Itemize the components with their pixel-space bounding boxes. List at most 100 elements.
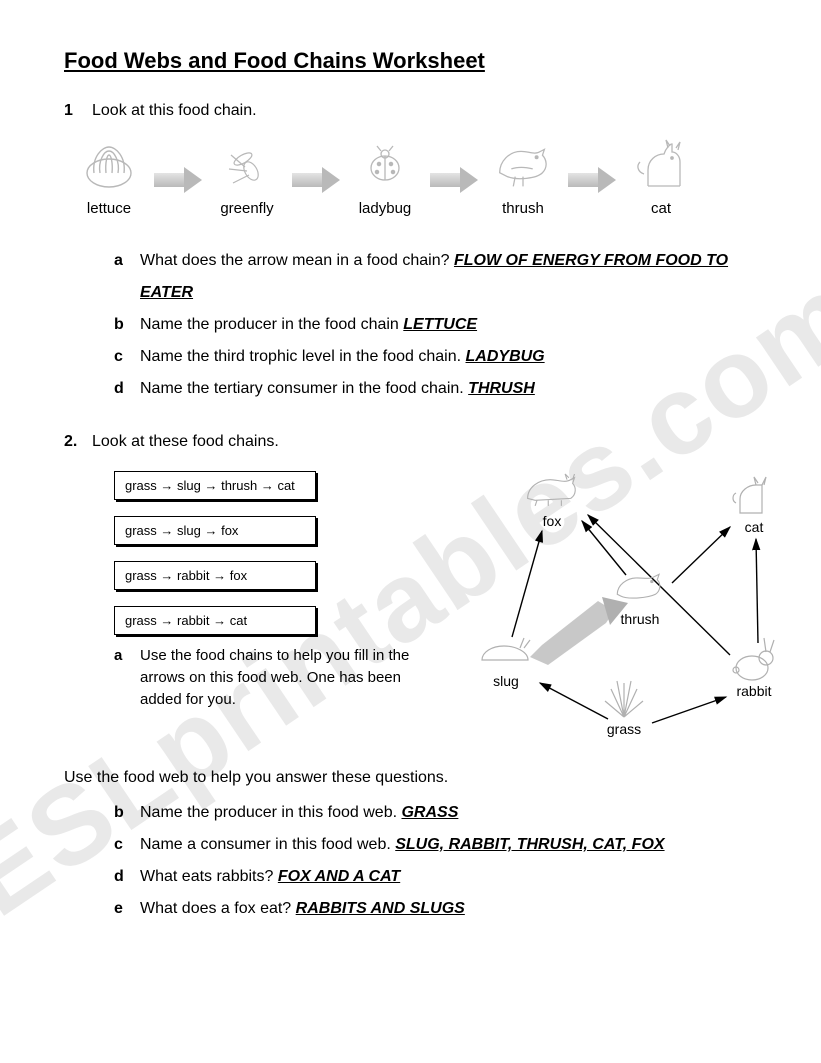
- thrush-icon: [610, 563, 670, 611]
- slug-icon: [476, 625, 536, 673]
- q2-left-column: grass → slug → thrush → cat grass → slug…: [64, 465, 424, 710]
- chain-arrow-icon: [154, 169, 202, 191]
- q2-number: 2.: [64, 433, 92, 451]
- cat-icon: [724, 471, 784, 519]
- chain-box: grass → rabbit → fox: [114, 561, 316, 590]
- chain-arrow-icon: [292, 169, 340, 191]
- q-text: Name the third trophic level in the food…: [140, 348, 466, 365]
- grass-icon: [594, 673, 654, 721]
- sub-letter: c: [114, 829, 140, 861]
- sub-text: What eats rabbits? FOX AND A CAT: [140, 861, 757, 893]
- web-node-grass: grass: [594, 673, 654, 737]
- sub-letter: d: [114, 373, 140, 405]
- web-node-fox: fox: [522, 465, 582, 529]
- answer-text: RABBITS AND SLUGS: [296, 900, 465, 917]
- q2a-text: Use the food chains to help you fill in …: [140, 645, 424, 710]
- chain-box: grass → slug → thrush → cat: [114, 471, 316, 500]
- chain-item-cat: cat: [626, 134, 696, 217]
- answer-text: LADYBUG: [466, 348, 545, 365]
- chain-item-greenfly: greenfly: [212, 134, 282, 217]
- sub-text: What does a fox eat? RABBITS AND SLUGS: [140, 893, 757, 925]
- fox-icon: [522, 465, 582, 513]
- sub-letter: b: [114, 797, 140, 829]
- sub-text: Name the producer in the food chain LETT…: [140, 309, 757, 341]
- q2d: d What eats rabbits? FOX AND A CAT: [114, 861, 757, 893]
- question-1: 1 Look at this food chain.: [64, 102, 757, 120]
- q-text: Name the producer in the food chain: [140, 316, 403, 333]
- node-label: cat: [745, 519, 764, 535]
- greenfly-icon: [212, 134, 282, 194]
- chain-label: greenfly: [220, 200, 273, 217]
- q2a: a Use the food chains to help you fill i…: [114, 645, 424, 710]
- q-text: What eats rabbits?: [140, 868, 278, 885]
- q1d: d Name the tertiary consumer in the food…: [114, 373, 757, 405]
- question-2-section: 2. Look at these food chains. grass → sl…: [64, 433, 757, 925]
- sub-text: Name the producer in this food web. GRAS…: [140, 797, 757, 829]
- q-text: What does the arrow mean in a food chain…: [140, 252, 454, 269]
- q2e: e What does a fox eat? RABBITS AND SLUGS: [114, 893, 757, 925]
- q-text: Name a consumer in this food web.: [140, 836, 395, 853]
- chain-label: ladybug: [359, 200, 412, 217]
- sub-letter: b: [114, 309, 140, 341]
- q2-sub-questions: b Name the producer in this food web. GR…: [114, 797, 757, 925]
- q2-prompt: Look at these food chains.: [92, 433, 757, 451]
- answer-text: FOX AND A CAT: [278, 868, 400, 885]
- q-text: Name the tertiary consumer in the food c…: [140, 380, 468, 397]
- chain-label: lettuce: [87, 200, 131, 217]
- chain-item-lettuce: lettuce: [74, 134, 144, 217]
- sub-letter: a: [114, 245, 140, 277]
- chain-arrow-icon: [430, 169, 478, 191]
- sub-letter: e: [114, 893, 140, 925]
- q1-prompt: Look at this food chain.: [92, 102, 757, 120]
- food-web-diagram: fox cat thrush slug rabbit: [444, 465, 804, 765]
- worksheet-page: Food Webs and Food Chains Worksheet 1 Lo…: [0, 0, 821, 975]
- chain-box: grass → rabbit → cat: [114, 606, 316, 635]
- node-label: slug: [493, 673, 519, 689]
- q1b: b Name the producer in the food chain LE…: [114, 309, 757, 341]
- node-label: fox: [543, 513, 562, 529]
- q2b: b Name the producer in this food web. GR…: [114, 797, 757, 829]
- q2-note: Use the food web to help you answer thes…: [64, 769, 757, 787]
- cat-icon: [626, 134, 696, 194]
- node-label: grass: [607, 721, 641, 737]
- food-chain-list: grass → slug → thrush → cat grass → slug…: [114, 471, 424, 635]
- node-label: thrush: [621, 611, 660, 627]
- node-label: rabbit: [736, 683, 771, 699]
- q2c: c Name a consumer in this food web. SLUG…: [114, 829, 757, 861]
- sub-text: Name a consumer in this food web. SLUG, …: [140, 829, 757, 861]
- q-text: Name the producer in this food web.: [140, 804, 401, 821]
- answer-text: THRUSH: [468, 380, 535, 397]
- answer-text: LETTUCE: [403, 316, 477, 333]
- chain-box: grass → slug → fox: [114, 516, 316, 545]
- answer-text: GRASS: [401, 804, 458, 821]
- q1c: c Name the third trophic level in the fo…: [114, 341, 757, 373]
- sub-letter: a: [114, 645, 140, 710]
- chain-label: thrush: [502, 200, 544, 217]
- sub-text: Name the tertiary consumer in the food c…: [140, 373, 757, 405]
- chain-arrow-icon: [568, 169, 616, 191]
- q-text: What does a fox eat?: [140, 900, 296, 917]
- page-title: Food Webs and Food Chains Worksheet: [64, 48, 757, 74]
- q1-sub-questions: a What does the arrow mean in a food cha…: [114, 245, 757, 405]
- thrush-icon: [488, 134, 558, 194]
- sub-text: Name the third trophic level in the food…: [140, 341, 757, 373]
- web-node-cat: cat: [724, 471, 784, 535]
- web-node-slug: slug: [476, 625, 536, 689]
- ladybug-icon: [350, 134, 420, 194]
- web-node-thrush: thrush: [610, 563, 670, 627]
- chain-item-ladybug: ladybug: [350, 134, 420, 217]
- q1a: a What does the arrow mean in a food cha…: [114, 245, 757, 309]
- sub-letter: d: [114, 861, 140, 893]
- answer-text: SLUG, RABBIT, THRUSH, CAT, FOX: [395, 836, 664, 853]
- q2-body: grass → slug → thrush → cat grass → slug…: [64, 465, 757, 765]
- rabbit-icon: [724, 635, 784, 683]
- sub-letter: c: [114, 341, 140, 373]
- sub-text: What does the arrow mean in a food chain…: [140, 245, 757, 309]
- web-node-rabbit: rabbit: [724, 635, 784, 699]
- chain-label: cat: [651, 200, 671, 217]
- lettuce-icon: [74, 134, 144, 194]
- chain-item-thrush: thrush: [488, 134, 558, 217]
- q1-number: 1: [64, 102, 92, 120]
- food-chain-diagram: lettuce greenfly ladybug thrush: [74, 134, 757, 217]
- question-2: 2. Look at these food chains.: [64, 433, 757, 451]
